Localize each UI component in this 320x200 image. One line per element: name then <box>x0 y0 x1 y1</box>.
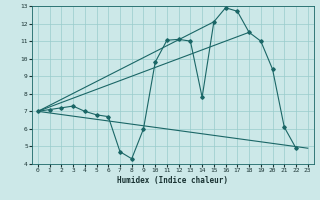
X-axis label: Humidex (Indice chaleur): Humidex (Indice chaleur) <box>117 176 228 185</box>
